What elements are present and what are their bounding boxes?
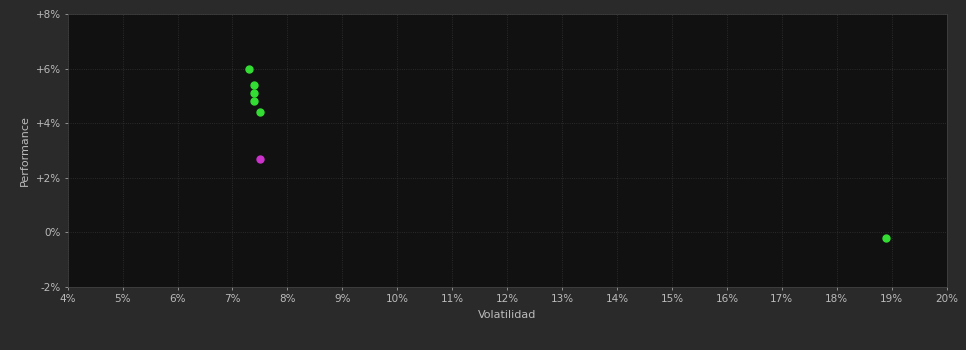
Point	[246, 99, 262, 104]
Point	[246, 90, 262, 96]
X-axis label: Volatilidad: Volatilidad	[478, 309, 536, 320]
Point	[246, 82, 262, 88]
Point	[252, 156, 268, 161]
Point	[242, 66, 257, 71]
Point	[878, 235, 894, 241]
Point	[252, 110, 268, 115]
Y-axis label: Performance: Performance	[20, 115, 30, 186]
